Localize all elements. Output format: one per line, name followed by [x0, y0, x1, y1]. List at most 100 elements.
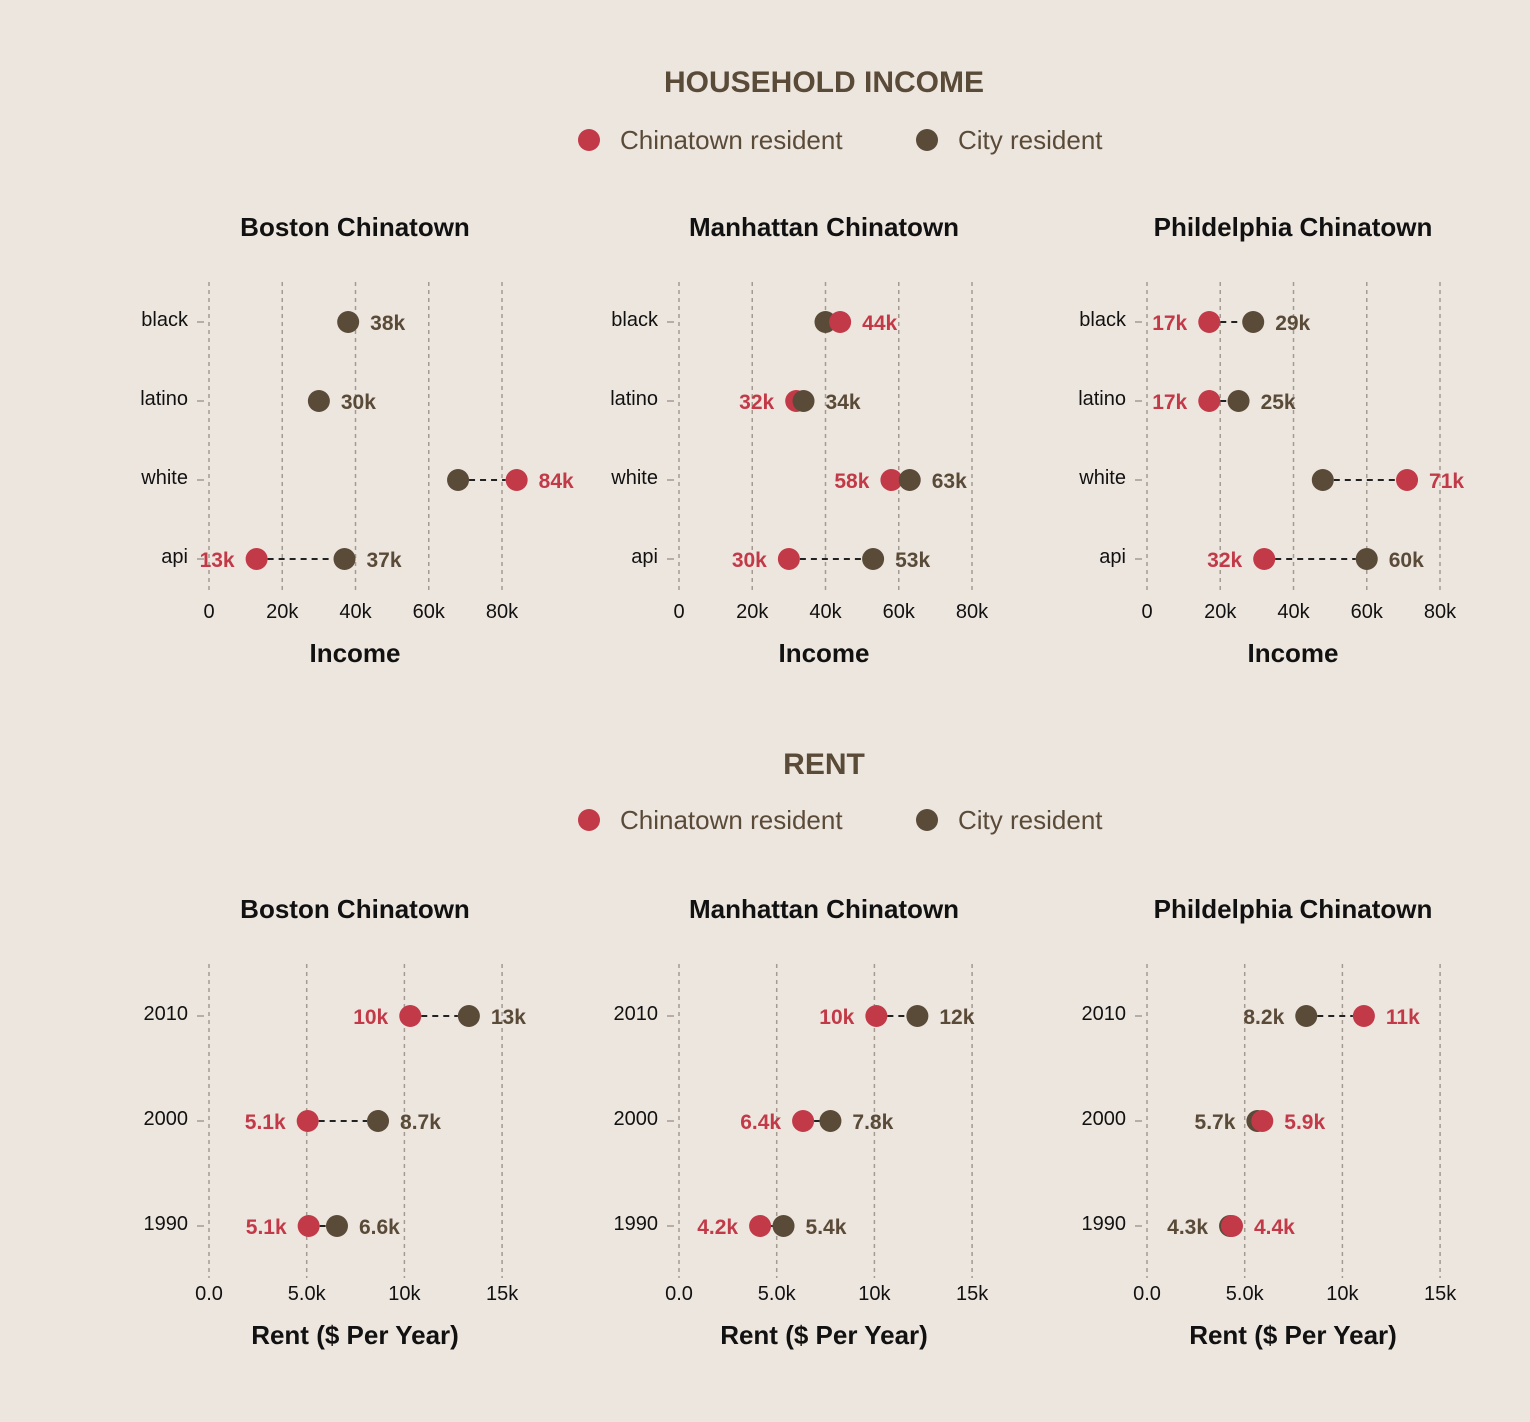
chinatown-dot: [399, 1005, 422, 1027]
chinatown-dot: [1253, 548, 1276, 570]
chinatown-value-label: 10k: [353, 1006, 388, 1029]
city-value-label: 12k: [939, 1006, 974, 1029]
x-tick-label: 15k: [1424, 1283, 1457, 1305]
chinatown-value-label: 5.9k: [1284, 1111, 1325, 1134]
x-tick-label: 20k: [1204, 601, 1237, 623]
city-value-label: 13k: [491, 1006, 526, 1029]
x-tick-label: 60k: [1351, 601, 1384, 623]
panel-title: Phildelphia Chinatown: [1154, 212, 1433, 242]
y-category-label: white: [610, 467, 658, 489]
y-category-label: latino: [140, 388, 188, 410]
y-category-label: latino: [1078, 388, 1126, 410]
y-category-label: black: [1079, 309, 1127, 331]
city-dot: [772, 1215, 795, 1237]
panel-title: Boston Chinatown: [240, 894, 470, 924]
panel-title: Phildelphia Chinatown: [1154, 894, 1433, 924]
x-tick-label: 20k: [736, 601, 769, 623]
x-tick-label: 0.0: [195, 1283, 223, 1305]
city-dot: [457, 1005, 480, 1027]
y-category-label: api: [161, 546, 188, 568]
x-tick-label: 5.0k: [1226, 1283, 1265, 1305]
section-title: RENT: [783, 748, 865, 781]
x-tick-label: 15k: [486, 1283, 519, 1305]
x-tick-label: 5.0k: [288, 1283, 327, 1305]
y-category-label: black: [141, 309, 189, 331]
x-axis-title: Rent ($ Per Year): [1189, 1320, 1397, 1350]
chinatown-dot: [829, 311, 852, 333]
y-category-label: 2000: [1082, 1108, 1127, 1130]
y-category-label: latino: [610, 388, 658, 410]
x-tick-label: 40k: [809, 601, 842, 623]
x-tick-label: 60k: [413, 601, 446, 623]
city-value-label: 7.8k: [852, 1111, 893, 1134]
chinatown-dot: [1198, 390, 1221, 412]
city-dot: [1242, 311, 1265, 333]
city-dot: [307, 390, 330, 412]
legend-chinatown-label: Chinatown resident: [620, 805, 843, 835]
x-axis-title: Income: [1247, 638, 1338, 668]
chinatown-value-label: 30k: [732, 549, 767, 572]
x-tick-label: 0: [203, 601, 214, 623]
chinatown-dot: [865, 1005, 888, 1027]
city-dot: [906, 1005, 929, 1027]
chinatown-dot: [296, 1110, 319, 1132]
city-dot: [337, 311, 360, 333]
legend-city-label: City resident: [958, 125, 1103, 155]
chinatown-value-label: 6.4k: [740, 1111, 781, 1134]
y-category-label: api: [1099, 546, 1126, 568]
x-tick-label: 80k: [1424, 601, 1457, 623]
city-dot: [792, 390, 815, 412]
city-value-label: 8.2k: [1243, 1006, 1284, 1029]
x-tick-label: 15k: [956, 1283, 989, 1305]
panel-title: Manhattan Chinatown: [689, 212, 959, 242]
city-value-label: 53k: [895, 549, 930, 572]
x-axis-title: Income: [309, 638, 400, 668]
city-dot: [325, 1215, 348, 1237]
city-value-label: 25k: [1261, 391, 1296, 414]
city-value-label: 6.6k: [359, 1216, 400, 1239]
x-axis-title: Rent ($ Per Year): [720, 1320, 928, 1350]
chinatown-dot: [1352, 1005, 1375, 1027]
chinatown-value-label: 84k: [539, 470, 574, 493]
y-category-label: 2010: [144, 1003, 189, 1025]
city-dot: [862, 548, 885, 570]
x-tick-label: 80k: [486, 601, 519, 623]
chinatown-dot: [792, 1110, 815, 1132]
x-tick-label: 0: [673, 601, 684, 623]
city-value-label: 37k: [367, 549, 402, 572]
city-value-label: 34k: [826, 391, 861, 414]
city-dot: [1355, 548, 1378, 570]
chinatown-value-label: 11k: [1386, 1006, 1420, 1029]
x-tick-label: 5.0k: [758, 1283, 797, 1305]
x-tick-label: 40k: [1277, 601, 1310, 623]
chinatown-value-label: 71k: [1429, 470, 1464, 493]
chinatown-value-label: 4.4k: [1254, 1216, 1295, 1239]
city-value-label: 5.7k: [1195, 1111, 1236, 1134]
x-tick-label: 40k: [339, 601, 372, 623]
y-category-label: white: [1078, 467, 1126, 489]
x-tick-label: 80k: [956, 601, 989, 623]
y-category-label: api: [631, 546, 658, 568]
y-category-label: 1990: [614, 1213, 659, 1235]
x-axis-title: Rent ($ Per Year): [251, 1320, 459, 1350]
chinatown-dot: [297, 1215, 320, 1237]
city-dot: [898, 469, 921, 491]
legend-chinatown-label: Chinatown resident: [620, 125, 843, 155]
y-category-label: white: [140, 467, 188, 489]
chinatown-value-label: 5.1k: [245, 1111, 286, 1134]
chinatown-dot: [777, 548, 800, 570]
x-tick-label: 10k: [858, 1283, 891, 1305]
city-dot: [1295, 1005, 1318, 1027]
chinatown-value-label: 4.2k: [697, 1216, 738, 1239]
y-category-label: 2000: [614, 1108, 659, 1130]
x-tick-label: 0.0: [1133, 1283, 1161, 1305]
chinatown-dot: [1251, 1110, 1274, 1132]
city-value-label: 60k: [1389, 549, 1424, 572]
city-dot: [1227, 390, 1250, 412]
chinatown-dot: [1198, 311, 1221, 333]
chinatown-value-label: 5.1k: [246, 1216, 287, 1239]
city-dot: [367, 1110, 390, 1132]
x-tick-label: 60k: [883, 601, 916, 623]
